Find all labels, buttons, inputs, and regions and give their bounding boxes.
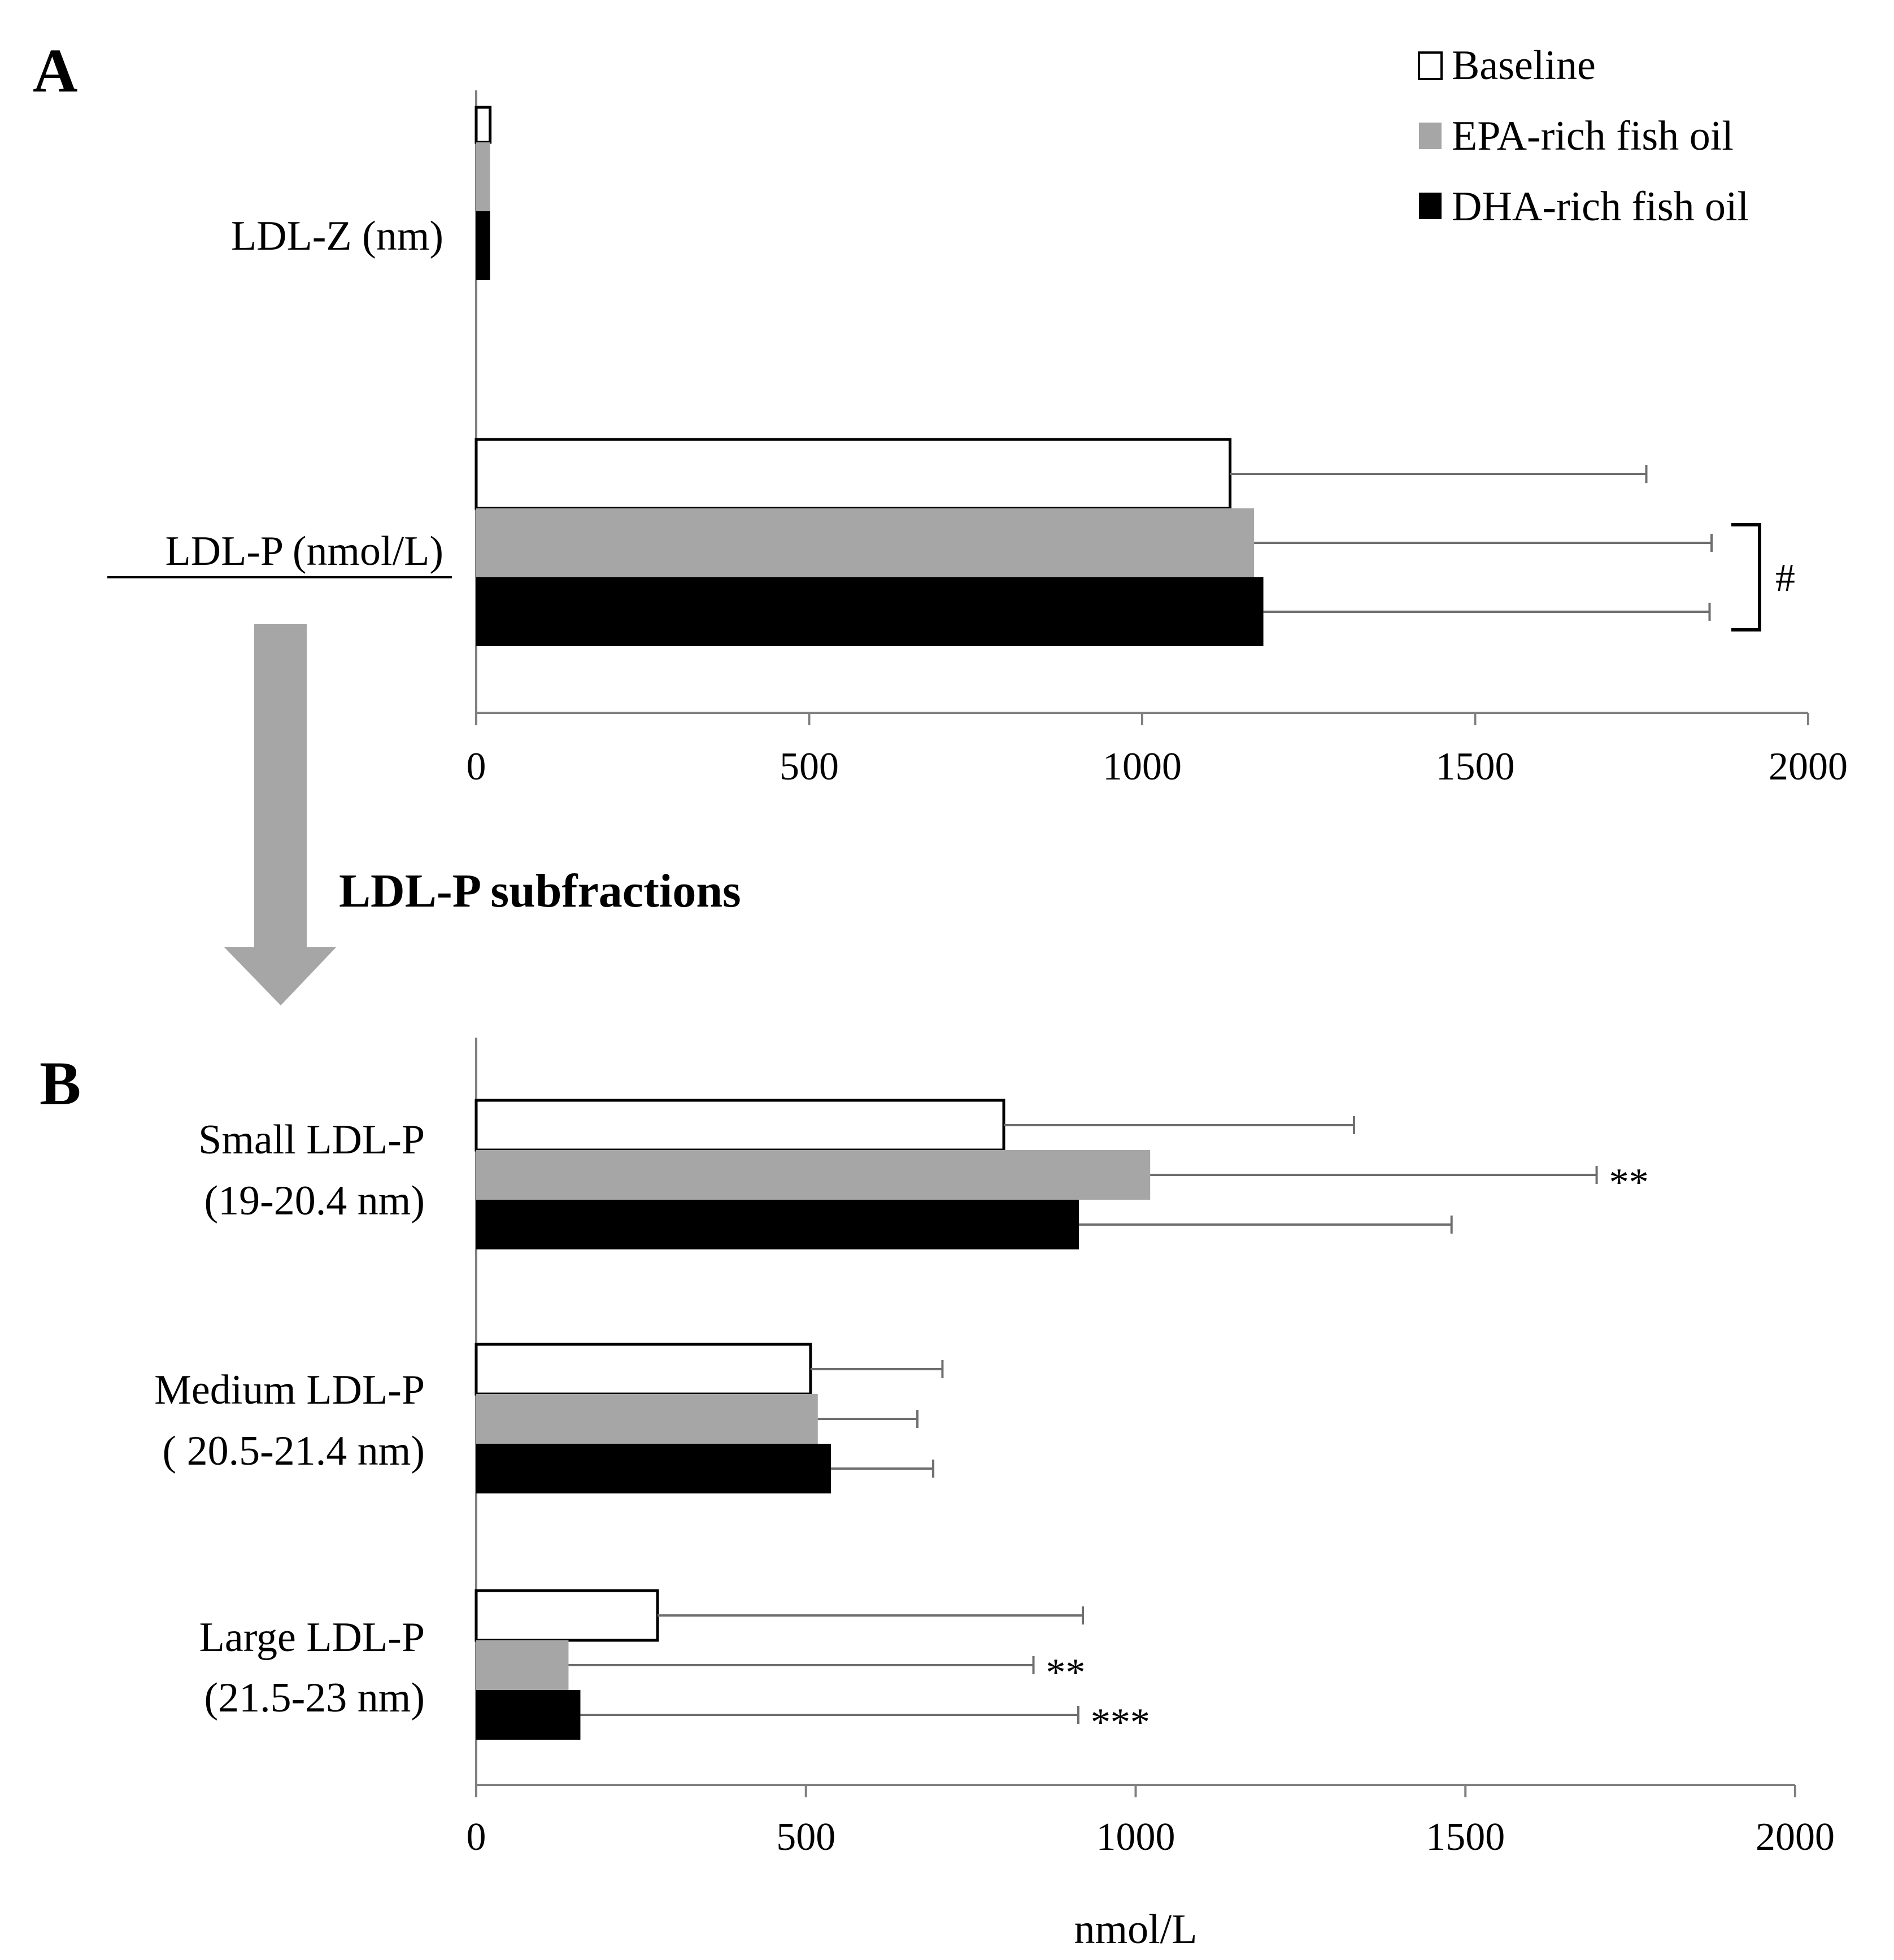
category-label: ( 20.5-21.4 nm) <box>163 1428 425 1474</box>
subfractions-title: LDL-P subfractions <box>339 865 741 917</box>
x-tick-label: 2000 <box>1769 745 1848 789</box>
bar-dha <box>476 577 1264 646</box>
significance-mark: # <box>1775 556 1795 600</box>
legend: Baseline EPA-rich fish oil DHA-rich fish… <box>1418 42 1749 230</box>
x-tick-label: 0 <box>467 1815 486 1859</box>
x-tick-label: 1000 <box>1096 1815 1175 1859</box>
bar-epa <box>476 1640 569 1690</box>
category-label: Medium LDL-P <box>154 1367 425 1413</box>
bar-dha <box>476 1200 1079 1249</box>
x-tick-label: 0 <box>467 745 486 789</box>
legend-epa-swatch <box>1419 123 1442 149</box>
x-tick-label: 1500 <box>1436 745 1515 789</box>
x-axis-label: nmol/L <box>1074 1906 1198 1953</box>
x-tick-label: 500 <box>780 745 839 789</box>
category-label: (19-20.4 nm) <box>204 1178 425 1224</box>
bar-baseline <box>474 438 1232 510</box>
category-label: Large LDL-P <box>199 1614 425 1661</box>
category-label: LDL-P (nmol/L) <box>165 528 443 574</box>
bar-dha <box>476 1690 581 1740</box>
bar-epa <box>476 1394 818 1444</box>
significance-bracket <box>1731 523 1761 631</box>
legend-dha-swatch <box>1419 193 1442 219</box>
bar-dha <box>476 211 490 280</box>
panel-a-chart: 0 500 1000 1500 2000 LDL-Z (nm) LDL-P (nmol/L)… <box>107 90 1848 789</box>
panel-b-letter: B <box>40 1049 81 1118</box>
bar-epa <box>476 142 490 211</box>
legend-dha-label: DHA-rich fish oil <box>1452 184 1749 230</box>
legend-baseline-label: Baseline <box>1452 42 1596 89</box>
x-tick-label: 500 <box>776 1815 835 1859</box>
bar-baseline <box>474 1099 1005 1152</box>
panel-b-chart: 0 500 1000 1500 2000 nmol/L Small LDL-P (19-20.… <box>154 1038 1835 1953</box>
legend-epa-label: EPA-rich fish oil <box>1452 113 1734 159</box>
down-arrow-icon <box>224 624 336 1005</box>
category-label: Small LDL-P <box>198 1117 425 1163</box>
legend-baseline-swatch <box>1418 51 1443 80</box>
significance-mark: ** <box>1609 1161 1649 1204</box>
category-label: LDL-Z (nm) <box>231 213 443 259</box>
significance-mark: ** <box>1046 1651 1086 1695</box>
bar-epa <box>476 508 1255 577</box>
bar-baseline <box>474 1343 812 1396</box>
significance-mark: *** <box>1091 1701 1150 1744</box>
category-label: (21.5-23 nm) <box>204 1675 425 1721</box>
bar-baseline <box>474 1589 659 1642</box>
bar-dha <box>476 1444 831 1493</box>
bar-baseline <box>474 106 492 144</box>
x-tick-label: 1500 <box>1426 1815 1505 1859</box>
x-tick-label: 1000 <box>1103 745 1182 789</box>
panel-a-letter: A <box>33 36 77 105</box>
x-tick-label: 2000 <box>1756 1815 1835 1859</box>
bar-epa <box>476 1150 1151 1200</box>
